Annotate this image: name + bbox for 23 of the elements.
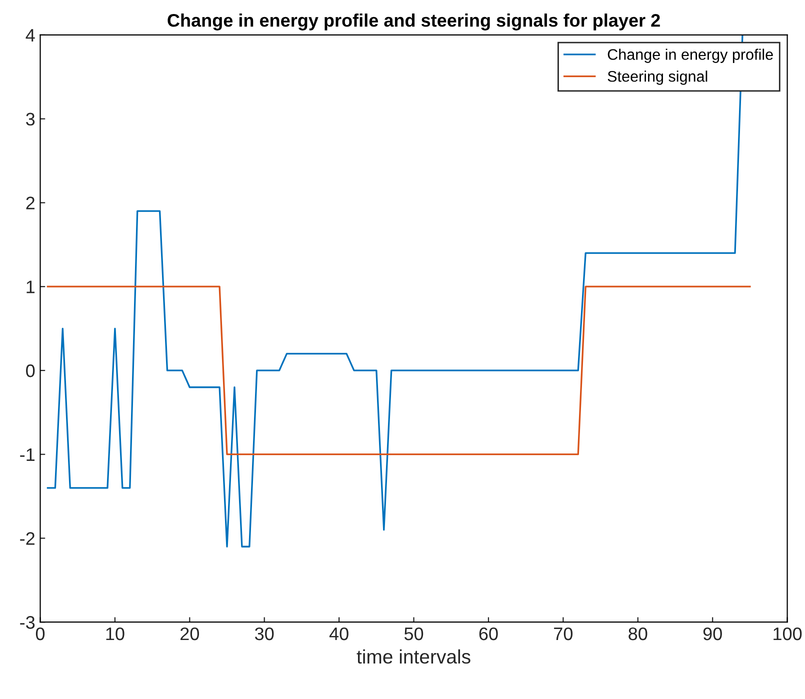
y-tick-label: 1 bbox=[26, 280, 35, 294]
x-tick-label: 80 bbox=[628, 627, 648, 640]
x-tick-label: 0 bbox=[36, 627, 45, 640]
y-tick-label: 4 bbox=[26, 29, 35, 42]
y-tick-label: -2 bbox=[20, 532, 34, 545]
chart-title: Change in energy profile and steering signals for player 2 bbox=[168, 14, 660, 30]
x-tick-label: 10 bbox=[106, 627, 124, 640]
legend-label: Change in energy profile bbox=[608, 48, 773, 63]
y-tick-label: -1 bbox=[20, 448, 35, 461]
x-axis-title: time intervals bbox=[356, 649, 470, 664]
x-tick-label: 30 bbox=[255, 627, 274, 640]
x-tick-label: 20 bbox=[180, 627, 199, 640]
x-tick-label: 40 bbox=[329, 627, 348, 640]
x-tick-label: 100 bbox=[774, 627, 802, 640]
x-tick-label: 50 bbox=[404, 627, 424, 640]
x-tick-label: 70 bbox=[554, 627, 573, 640]
y-tick-label: 0 bbox=[26, 364, 35, 378]
x-tick-label: 90 bbox=[703, 627, 722, 640]
y-tick-label: -3 bbox=[20, 616, 35, 629]
y-tick-label: 2 bbox=[26, 196, 34, 210]
legend-label: Steering signal bbox=[608, 70, 708, 85]
y-tick-label: 3 bbox=[26, 112, 35, 126]
x-tick-label: 60 bbox=[479, 627, 498, 640]
